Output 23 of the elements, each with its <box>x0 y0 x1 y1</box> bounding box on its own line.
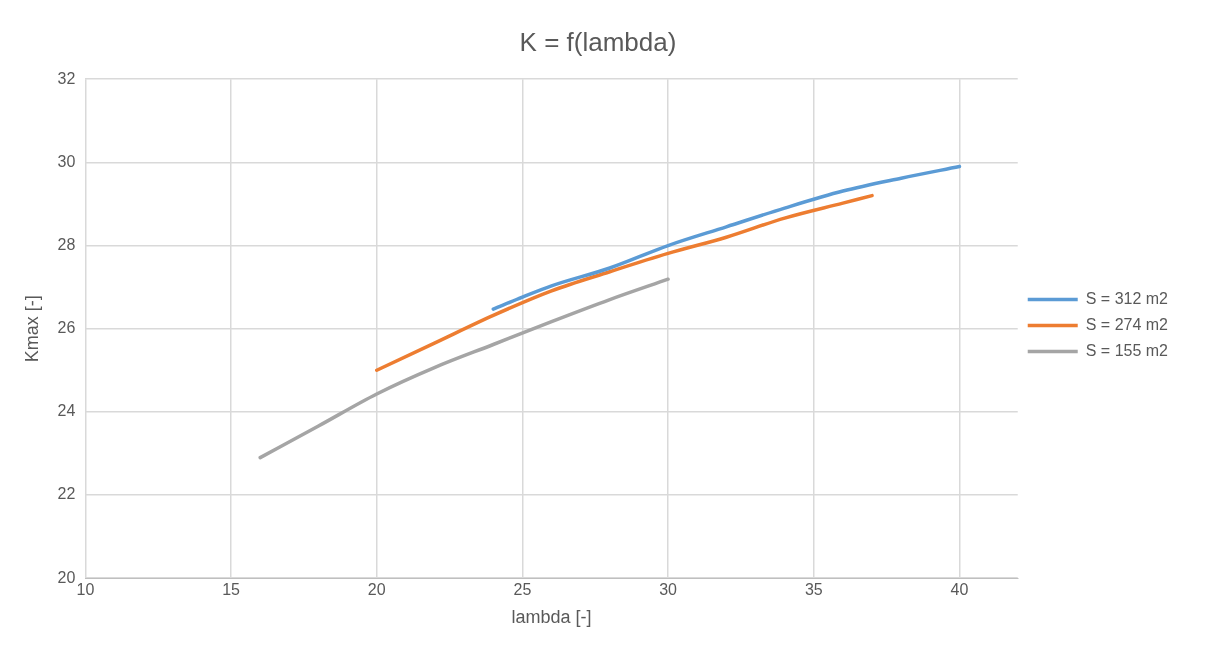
y-tick-label: 22 <box>57 485 76 503</box>
x-axis-title: lambda [-] <box>511 607 592 628</box>
x-tick-label: 20 <box>367 581 386 599</box>
line-series <box>491 164 962 311</box>
x-tick-label: 40 <box>950 581 969 599</box>
y-tick-label: 26 <box>57 319 76 337</box>
y-tick-label: 28 <box>57 235 76 253</box>
line-series <box>258 277 670 460</box>
x-tick-label: 30 <box>659 581 678 599</box>
legend-label: S = 155 m2 <box>1085 341 1169 359</box>
legend-label: S = 274 m2 <box>1085 315 1169 333</box>
y-axis-title: Kmax [-] <box>21 295 42 363</box>
y-tick-label: 32 <box>57 69 76 87</box>
x-tick-label: 25 <box>513 581 532 599</box>
x-tick-label: 15 <box>222 581 241 599</box>
y-tick-label: 24 <box>57 402 76 420</box>
line-series <box>375 193 874 373</box>
x-tick-label: 10 <box>76 581 95 599</box>
x-tick-label: 35 <box>804 581 823 599</box>
legend-label: S = 312 m2 <box>1085 289 1169 307</box>
y-tick-label: 30 <box>57 152 76 170</box>
y-tick-label: 20 <box>57 568 76 586</box>
chart-title: K = f(lambda) <box>519 26 677 57</box>
